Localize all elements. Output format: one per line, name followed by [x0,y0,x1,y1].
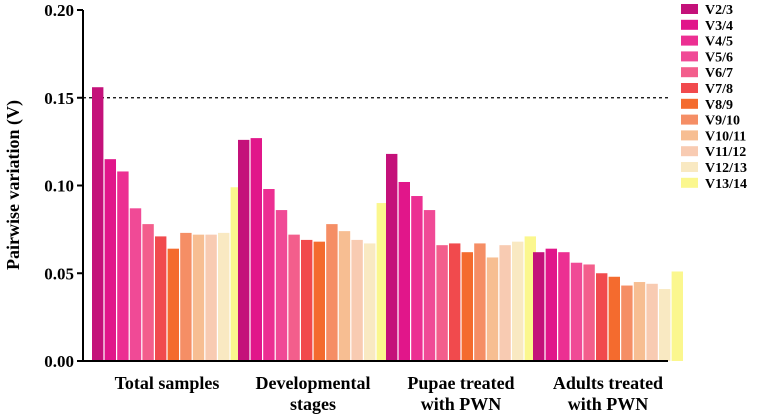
bar-v7-8-group-4 [596,273,608,361]
legend-label: V10/11 [705,129,746,144]
bar-v6-7-group-2 [288,234,300,361]
legend-swatch [681,98,698,109]
x-category-label: stages [290,394,336,414]
legend-label: V6/7 [705,66,733,81]
bar-v13-14-group-2 [376,203,388,361]
bar-v12-13-group-4 [659,289,671,361]
bar-v5-6-group-1 [129,208,142,361]
bar-v5-6-group-2 [275,210,288,361]
legend-swatch [681,4,698,14]
legend-swatch [681,67,698,78]
bar-v4-5-group-1 [117,171,129,361]
bar-v6-7-group-3 [436,245,448,361]
legend-swatch [681,83,698,93]
bar-v6-7-group-4 [583,264,595,361]
legend-label: V3/4 [705,19,733,34]
bar-v3-4-group-1 [104,159,116,361]
x-category-label: Pupae treated [407,373,514,393]
bar-v13-14-group-1 [230,187,242,361]
bar-v8-9-group-1 [167,248,179,361]
legend-swatch [681,177,698,188]
bar-v10-11-group-1 [192,234,205,361]
y-tick-label: 0.15 [44,89,74,108]
legend-label: V7/8 [705,82,733,97]
bar-v2-3-group-3 [386,153,398,361]
bar-v8-9-group-3 [461,252,473,361]
bar-v10-11-group-2 [338,231,351,361]
legend-swatch [681,146,698,157]
bar-v9-10-group-3 [474,243,486,361]
bar-v12-13-group-3 [512,241,524,361]
bar-v7-8-group-1 [155,236,167,361]
bar-v4-5-group-4 [558,252,570,361]
bar-v3-4-group-3 [398,181,410,361]
bar-v2-3-group-2 [238,139,250,361]
bar-v10-11-group-4 [633,282,646,361]
bar-v13-14-group-3 [524,236,536,361]
bar-v8-9-group-4 [608,276,620,361]
bar-v7-8-group-2 [301,239,313,361]
bar-v13-14-group-4 [671,271,683,361]
y-tick-label: 0.20 [44,1,74,20]
y-tick-label: 0.05 [44,264,74,283]
bar-v7-8-group-3 [449,243,461,361]
bar-v3-4-group-2 [250,138,262,361]
legend-label: V12/13 [705,161,747,176]
x-category-label: Developmental [256,373,371,393]
legend-label: V2/3 [705,3,733,18]
bar-v9-10-group-2 [326,224,338,361]
bar-v4-5-group-2 [263,189,275,361]
x-category-label: Adults treated [553,373,663,393]
x-category-label: with PWN [421,394,502,414]
bar-v4-5-group-3 [411,196,423,361]
x-category-label: Total samples [115,373,220,393]
legend-swatch [681,19,698,30]
legend-label: V4/5 [705,35,733,50]
legend-swatch [681,114,698,125]
y-tick-label: 0.00 [44,352,74,371]
bar-v6-7-group-1 [142,224,154,361]
bar-v12-13-group-1 [218,232,230,361]
bar-v12-13-group-2 [364,243,376,361]
bar-v10-11-group-3 [486,257,499,361]
legend-label: V8/9 [705,98,733,113]
bar-v11-12-group-1 [205,234,217,361]
x-category-label: with PWN [568,394,649,414]
legend-swatch [681,35,698,46]
legend-label: V13/14 [705,177,747,192]
bar-v11-12-group-2 [351,239,363,361]
bar-v8-9-group-2 [313,241,325,361]
bar-v5-6-group-4 [570,262,583,361]
legend-swatch [681,162,698,172]
bar-v11-12-group-4 [646,283,658,361]
bar-v2-3-group-1 [92,87,104,361]
legend-label: V5/6 [705,50,733,65]
y-tick-label: 0.10 [44,177,74,196]
bar-v9-10-group-4 [621,285,633,361]
bar-v3-4-group-4 [545,248,557,361]
bar-v2-3-group-4 [533,252,545,361]
bar-v11-12-group-3 [499,245,511,361]
legend-label: V9/10 [705,114,740,129]
legend-swatch [681,51,698,62]
bar-v5-6-group-3 [423,210,436,361]
y-axis-title: Pairwise variation (V) [3,100,24,270]
legend-label: V11/12 [705,145,746,160]
bar-v9-10-group-1 [180,232,192,361]
legend-swatch [681,130,698,141]
